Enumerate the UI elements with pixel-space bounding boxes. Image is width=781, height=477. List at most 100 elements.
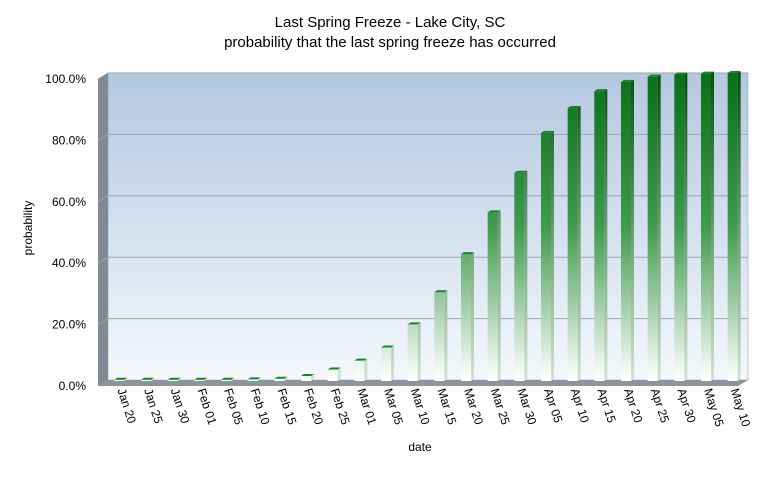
bar-top <box>301 374 314 377</box>
bar-front <box>114 379 125 381</box>
bar <box>381 345 394 381</box>
x-tick-label: Jan 25 <box>141 387 166 426</box>
bar-top <box>354 358 368 361</box>
bar-side <box>551 130 554 381</box>
bar-top <box>194 377 208 380</box>
bars <box>114 71 741 382</box>
bar-front <box>221 379 231 381</box>
plot-floor <box>98 380 748 386</box>
bar-front <box>167 379 178 381</box>
x-axis-label: date <box>408 440 432 454</box>
bar-top <box>141 377 154 380</box>
bar <box>354 358 368 381</box>
bar-top <box>514 170 528 173</box>
bar <box>461 252 474 381</box>
bar-side <box>204 377 208 381</box>
bar-side <box>151 377 154 381</box>
plot-left-wall <box>98 73 108 386</box>
x-tick-label: Feb 01 <box>194 387 219 427</box>
bar <box>594 89 608 381</box>
bar-front <box>594 91 605 381</box>
chart-title: Last Spring Freeze - Lake City, SC <box>275 14 506 31</box>
bar <box>141 377 154 381</box>
bar-front <box>461 254 471 381</box>
y-tick-label: 80.0% <box>52 133 86 147</box>
y-tick-label: 20.0% <box>52 318 86 332</box>
bar <box>434 290 448 381</box>
bar <box>621 79 634 381</box>
x-tick-label: Feb 25 <box>328 387 353 427</box>
y-axis-label: probability <box>21 201 35 256</box>
x-tick-label: Apr 20 <box>621 387 645 425</box>
bar-front <box>407 324 418 381</box>
bar-top <box>274 376 288 379</box>
bar-top <box>567 105 581 108</box>
bar-front <box>141 379 151 381</box>
x-tick-label: Apr 15 <box>594 387 618 425</box>
bar-side <box>177 377 181 381</box>
bar <box>701 71 714 381</box>
bar-side <box>657 74 661 382</box>
bar-side <box>417 322 421 381</box>
bar-side <box>311 374 314 381</box>
x-tick-label: Feb 05 <box>221 387 246 427</box>
bar-front <box>354 360 365 381</box>
bar <box>327 367 341 381</box>
bar-front <box>194 379 205 381</box>
x-tick-label: Apr 30 <box>674 387 698 425</box>
bar <box>247 377 261 381</box>
bar-side <box>337 367 341 381</box>
bar-top <box>167 377 181 380</box>
gridline <box>97 133 748 141</box>
bar-front <box>301 376 311 381</box>
bar <box>541 130 554 381</box>
x-tick-label: Mar 10 <box>408 387 433 427</box>
bar-top <box>621 79 634 82</box>
bar-side <box>444 290 448 381</box>
x-tick-label: May 10 <box>728 387 754 429</box>
bar-front <box>487 212 498 381</box>
bar <box>514 170 528 381</box>
x-tick-label: Apr 05 <box>541 387 565 425</box>
bar <box>487 210 501 381</box>
bar <box>727 71 741 381</box>
bar <box>407 322 421 381</box>
bar <box>674 72 688 381</box>
x-tick-label: Jan 30 <box>168 387 193 426</box>
chart-subtitle: probability that the last spring freeze … <box>224 34 556 51</box>
gridline <box>97 256 748 264</box>
x-tick-label: Jan 20 <box>114 387 139 426</box>
bar-front <box>247 379 258 381</box>
bar-front <box>381 347 391 381</box>
bar-side <box>711 71 714 381</box>
gridline <box>97 72 748 80</box>
bar-front <box>434 292 445 381</box>
x-tick-label: Mar 15 <box>434 387 459 427</box>
gridline <box>97 318 748 326</box>
bar <box>221 377 234 381</box>
bar-side <box>737 71 741 381</box>
bar-top <box>461 252 474 255</box>
bar-top <box>674 72 688 75</box>
bar-top <box>487 210 501 213</box>
y-tick-label: 60.0% <box>52 195 86 209</box>
bar-side <box>524 170 528 381</box>
bar-front <box>701 73 711 381</box>
bar-side <box>497 210 501 381</box>
bar-top <box>541 130 554 133</box>
x-tick-label: Mar 01 <box>354 387 379 427</box>
bar-front <box>621 81 631 381</box>
bar-side <box>364 358 368 381</box>
bar-front <box>727 73 738 381</box>
bar-side <box>471 252 474 381</box>
bar-front <box>674 74 685 381</box>
bar-top <box>114 377 128 380</box>
bar-top <box>701 71 714 74</box>
bar <box>301 374 314 381</box>
x-tick-label: Feb 20 <box>301 387 326 427</box>
bar-top <box>327 367 341 370</box>
bar-side <box>604 89 608 381</box>
bar-side <box>577 105 581 382</box>
x-tick-label: Mar 30 <box>514 387 539 427</box>
